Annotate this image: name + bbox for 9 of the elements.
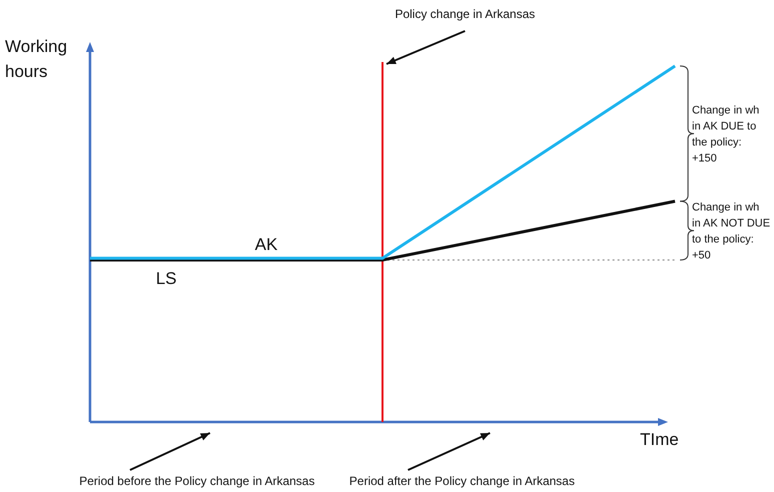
y-axis-title: Working hours (5, 37, 68, 81)
series-label: AK (254, 235, 278, 254)
text: Period after the Policy change in Arkansas (349, 474, 575, 488)
text: Policy change in Arkansas (394, 7, 536, 21)
text: Period before the Policy change in Arkansas (79, 474, 315, 488)
x-axis-title: TIme (640, 430, 679, 449)
series-label: LS (156, 269, 177, 288)
text: Change in wh in AK DUE to the policy: +150 (692, 104, 760, 165)
text: Change in wh in AK NOT DUE to the policy: +50 (692, 202, 770, 262)
